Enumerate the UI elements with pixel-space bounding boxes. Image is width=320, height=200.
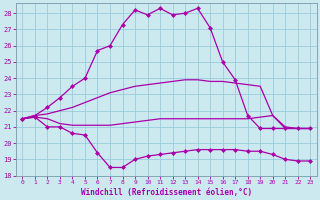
X-axis label: Windchill (Refroidissement éolien,°C): Windchill (Refroidissement éolien,°C) (81, 188, 252, 197)
